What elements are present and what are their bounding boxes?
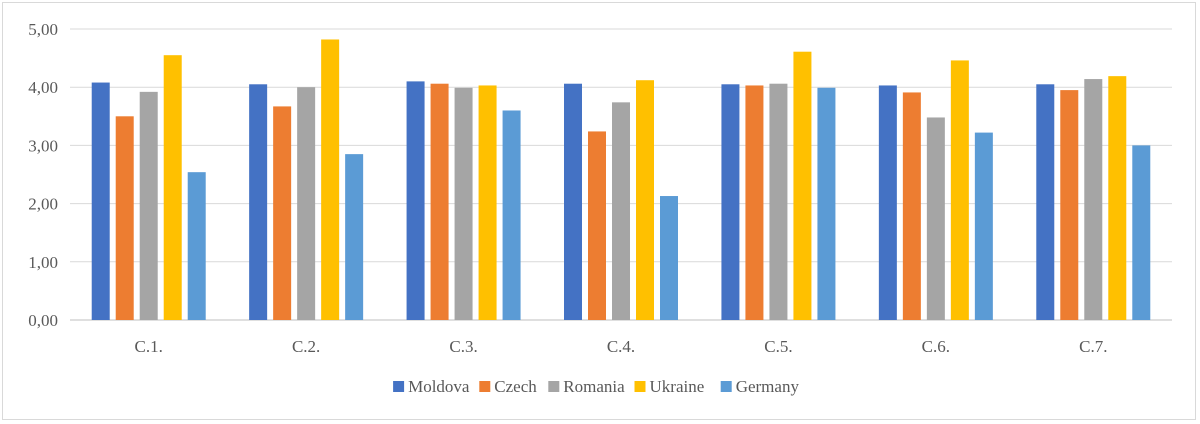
- legend-label-czech: Czech: [494, 377, 537, 396]
- legend-label-romania: Romania: [563, 377, 625, 396]
- bar-czech-5: [745, 85, 764, 320]
- x-category-label: C.5.: [764, 337, 792, 356]
- bar-ukraine-7: [1108, 76, 1127, 320]
- legend-swatch-czech: [479, 381, 491, 392]
- bar-germany-3: [502, 110, 521, 320]
- legend-label-ukraine: Ukraine: [650, 377, 705, 396]
- legend-label-moldova: Moldova: [408, 377, 470, 396]
- bar-moldova-1: [91, 82, 110, 320]
- x-category-label: C.7.: [1079, 337, 1107, 356]
- y-tick-label: 5,00: [28, 20, 58, 39]
- bar-czech-1: [115, 116, 134, 320]
- bar-moldova-3: [406, 81, 425, 320]
- bar-moldova-5: [721, 84, 740, 320]
- bar-romania-7: [1084, 79, 1103, 320]
- bar-czech-2: [273, 106, 292, 320]
- bar-germany-1: [187, 172, 206, 320]
- x-category-label: C.4.: [607, 337, 635, 356]
- x-category-label: C.6.: [922, 337, 950, 356]
- legend-label-germany: Germany: [736, 377, 800, 396]
- bar-moldova-6: [878, 85, 897, 320]
- legend-swatch-moldova: [393, 381, 405, 392]
- legend: Moldova Czech Romania Ukraine Germany: [393, 377, 799, 396]
- y-tick-label: 0,00: [28, 311, 58, 330]
- bar-romania-2: [297, 87, 316, 320]
- x-category-label: C.1.: [135, 337, 163, 356]
- x-axis-labels: C.1. C.2. C.3. C.4. C.5. C.6. C.7.: [135, 337, 1108, 356]
- bar-germany-5: [817, 87, 836, 320]
- bar-ukraine-2: [321, 39, 340, 320]
- bar-germany-7: [1132, 145, 1151, 320]
- bar-romania-1: [139, 91, 158, 320]
- bar-ukraine-1: [163, 55, 182, 320]
- bar-germany-6: [974, 132, 993, 320]
- bar-moldova-4: [564, 83, 582, 320]
- y-tick-label: 1,00: [28, 253, 58, 272]
- bar-romania-6: [926, 117, 945, 321]
- bar-ukraine-3: [478, 85, 497, 320]
- bar-moldova-2: [249, 84, 268, 320]
- x-category-label: C.3.: [449, 337, 477, 356]
- y-tick-label: 2,00: [28, 195, 58, 214]
- bar-czech-4: [588, 131, 606, 320]
- bar-germany-4: [660, 196, 678, 320]
- bar-ukraine-4: [636, 80, 654, 320]
- bar-germany-2: [345, 154, 364, 320]
- bar-moldova-7: [1036, 84, 1055, 320]
- legend-swatch-ukraine: [634, 381, 646, 392]
- bar-romania-5: [769, 83, 788, 320]
- bar-ukraine-5: [793, 51, 812, 320]
- bar-romania-4: [612, 102, 630, 320]
- y-tick-label: 4,00: [28, 78, 58, 97]
- bar-czech-3: [430, 83, 449, 320]
- bar-czech-6: [902, 92, 921, 320]
- y-axis-ticks: 0,00 1,00 2,00 3,00 4,00 5,00: [28, 20, 58, 330]
- bars: [91, 39, 1151, 321]
- bar-ukraine-6: [950, 60, 969, 320]
- y-tick-label: 3,00: [28, 136, 58, 155]
- bar-czech-7: [1060, 90, 1079, 320]
- legend-swatch-germany: [720, 381, 732, 392]
- x-category-label: C.2.: [292, 337, 320, 356]
- bar-romania-3: [454, 87, 473, 320]
- legend-swatch-romania: [548, 381, 560, 392]
